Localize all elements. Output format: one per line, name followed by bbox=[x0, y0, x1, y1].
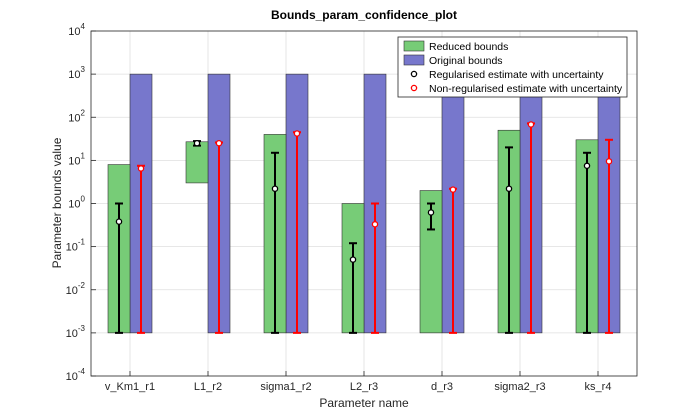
non-regularised-estimate-errorbar bbox=[527, 121, 535, 334]
non-regularised-estimate-point bbox=[527, 121, 535, 128]
regularised-estimate-point bbox=[505, 185, 513, 192]
non-regularised-estimate-errorbar bbox=[293, 130, 301, 334]
bars bbox=[107, 73, 621, 334]
non-regularised-estimate-point bbox=[137, 165, 145, 172]
legend-box bbox=[397, 36, 628, 98]
legend-entry: Non-regularised estimate with uncertaint… bbox=[410, 83, 623, 95]
legend-entry: Reduced bounds bbox=[403, 40, 508, 53]
chart-title: Bounds_param_confidence_plot bbox=[271, 8, 457, 22]
regularised-estimate-errorbar bbox=[427, 202, 435, 231]
legend-entry: Regularised estimate with uncertainty bbox=[410, 69, 604, 81]
non-regularised-estimate-errorbar bbox=[449, 186, 457, 334]
x-tick-label: d_r3 bbox=[431, 381, 453, 393]
regularised-estimate-point bbox=[349, 256, 357, 263]
regularised-estimate-errorbar bbox=[505, 146, 513, 334]
non-regularised-estimate-point bbox=[293, 130, 301, 137]
x-axis-label: Parameter name bbox=[319, 396, 409, 410]
non-regularised-estimate-point bbox=[371, 221, 379, 228]
regularised-estimate-point bbox=[583, 162, 591, 170]
non-regularised-estimate-point bbox=[449, 186, 457, 193]
regularised-estimate-errorbar bbox=[271, 151, 279, 334]
non-regularised-estimate-errorbar bbox=[371, 202, 379, 334]
y-tick-label: 10-4 bbox=[66, 367, 86, 383]
non-regularised-estimate-errorbar bbox=[215, 139, 223, 334]
non-regularised-estimate-point bbox=[605, 158, 613, 165]
legend-marker bbox=[410, 70, 418, 78]
error-bars bbox=[115, 121, 613, 334]
x-tick-label: sigma1_r2 bbox=[260, 381, 311, 393]
legend-label: Reduced bounds bbox=[429, 41, 508, 53]
regularised-estimate-errorbar bbox=[349, 242, 357, 334]
legend-label: Regularised estimate with uncertainty bbox=[429, 69, 604, 81]
y-tick-label: 100 bbox=[68, 195, 85, 211]
legend-marker bbox=[410, 84, 418, 92]
y-tick-label: 10-2 bbox=[66, 281, 86, 297]
regularised-estimate-point bbox=[115, 218, 123, 225]
x-axis-ticks: v_Km1_r1 L1_r2 sigma1_r2 L2_r3 d_r3 sigma2_r3… bbox=[105, 371, 612, 393]
regularised-estimate-point bbox=[427, 209, 435, 216]
y-tick-label: 101 bbox=[68, 151, 85, 167]
legend: Reduced bounds Original bounds Regularised… bbox=[397, 36, 628, 98]
non-regularised-estimate-errorbar bbox=[605, 138, 613, 334]
y-tick-label: 104 bbox=[68, 22, 85, 38]
y-axis-ticks: 10-4 10-3 10-2 10-1 100 101 102 103 104 bbox=[66, 22, 96, 383]
regularised-estimate-point bbox=[271, 185, 279, 192]
regularised-estimate-errorbar bbox=[193, 139, 201, 147]
x-tick-label: L2_r3 bbox=[350, 381, 378, 393]
legend-label: Original bounds bbox=[429, 55, 503, 67]
regularised-estimate-point bbox=[193, 139, 201, 147]
non-regularised-estimate-point bbox=[215, 139, 223, 147]
x-tick-label: L1_r2 bbox=[194, 381, 222, 393]
y-tick-label: 10-3 bbox=[66, 324, 86, 340]
y-tick-label: 102 bbox=[68, 108, 85, 124]
legend-swatch bbox=[403, 54, 425, 66]
regularised-estimate-errorbar bbox=[583, 151, 591, 334]
x-tick-label: v_Km1_r1 bbox=[105, 381, 155, 393]
legend-label: Non-regularised estimate with uncertaint… bbox=[429, 83, 623, 95]
non-regularised-estimate-errorbar bbox=[137, 164, 145, 334]
y-tick-label: 103 bbox=[68, 65, 85, 81]
reduced-bounds-bar bbox=[419, 190, 443, 334]
x-tick-label: ks_r4 bbox=[585, 381, 612, 393]
reduced-bounds-bar bbox=[185, 141, 209, 184]
legend-entry: Original bounds bbox=[403, 54, 503, 67]
regularised-estimate-errorbar bbox=[115, 202, 123, 334]
y-axis-label: Parameter bounds value bbox=[50, 137, 64, 268]
x-tick-label: sigma2_r3 bbox=[494, 381, 545, 393]
y-tick-label: 10-1 bbox=[66, 238, 86, 254]
legend-swatch bbox=[403, 40, 425, 52]
